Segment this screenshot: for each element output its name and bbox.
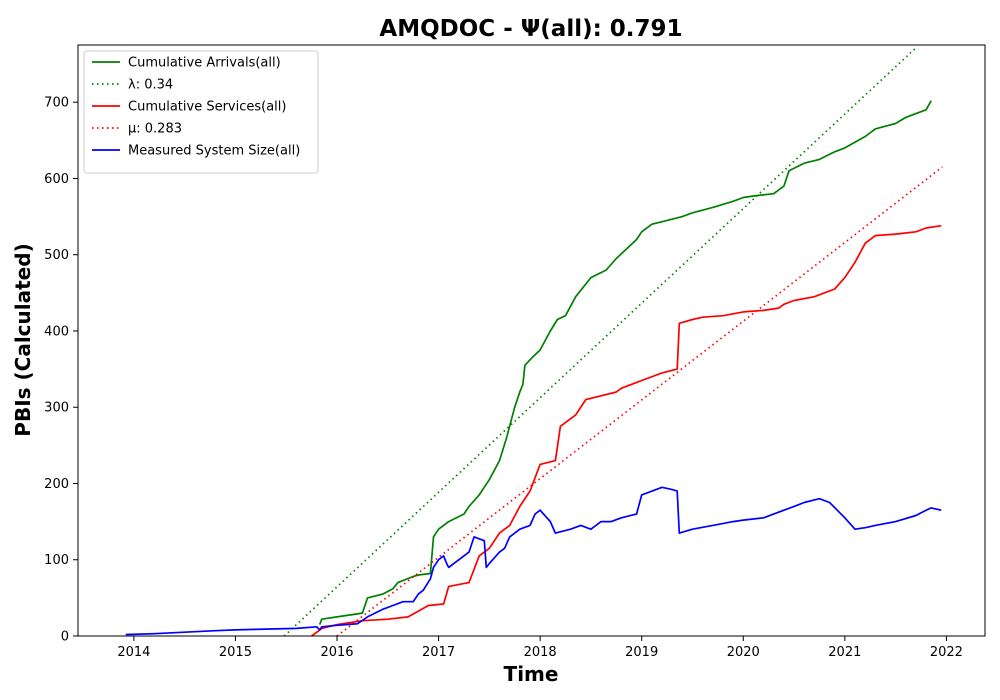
y-axis-label: PBIs (Calculated)	[11, 243, 35, 436]
x-tick-label: 2021	[828, 645, 861, 660]
x-axis-label: Time	[504, 662, 559, 686]
legend: Cumulative Arrivals(all) λ: 0.34 Cumulativ…	[83, 50, 319, 174]
x-tick-label: 2014	[117, 645, 150, 660]
x-tick-label: 2019	[625, 645, 658, 660]
legend-label: λ: 0.34	[128, 78, 173, 93]
y-tick-label: 400	[44, 324, 69, 339]
y-tick-label: 100	[44, 553, 69, 568]
series-line-2	[311, 224, 942, 636]
x-tick-label: 2016	[320, 645, 353, 660]
legend-label: Cumulative Arrivals(all)	[128, 56, 281, 71]
y-axis: 0 100 200 300 400 500 600 700	[44, 96, 78, 645]
legend-label: Cumulative Services(all)	[128, 100, 286, 115]
y-tick-label: 700	[44, 96, 69, 111]
x-tick-label: 2020	[727, 645, 760, 660]
x-tick-label: 2017	[422, 645, 455, 660]
series-line-3	[336, 166, 943, 636]
legend-box	[83, 50, 319, 174]
y-tick-label: 600	[44, 172, 69, 187]
series-line-1	[283, 48, 916, 636]
x-tick-label: 2015	[219, 645, 252, 660]
y-tick-label: 0	[61, 630, 69, 645]
x-axis: 2014 2015 2016 2017 2018 2019 2020 2021 2022	[117, 636, 963, 660]
chart-title: AMQDOC - Ψ(all): 0.791	[379, 16, 682, 42]
y-tick-label: 200	[44, 477, 69, 492]
y-tick-label: 300	[44, 401, 69, 416]
x-tick-label: 2022	[930, 645, 963, 660]
plot-area	[77, 44, 986, 637]
x-tick-label: 2018	[524, 645, 557, 660]
plot-frame	[77, 44, 986, 637]
series-line-4	[125, 486, 942, 636]
legend-label: μ: 0.283	[128, 122, 182, 137]
y-tick-label: 500	[44, 248, 69, 263]
legend-label: Measured System Size(all)	[128, 144, 300, 159]
series-line-0	[318, 100, 932, 625]
